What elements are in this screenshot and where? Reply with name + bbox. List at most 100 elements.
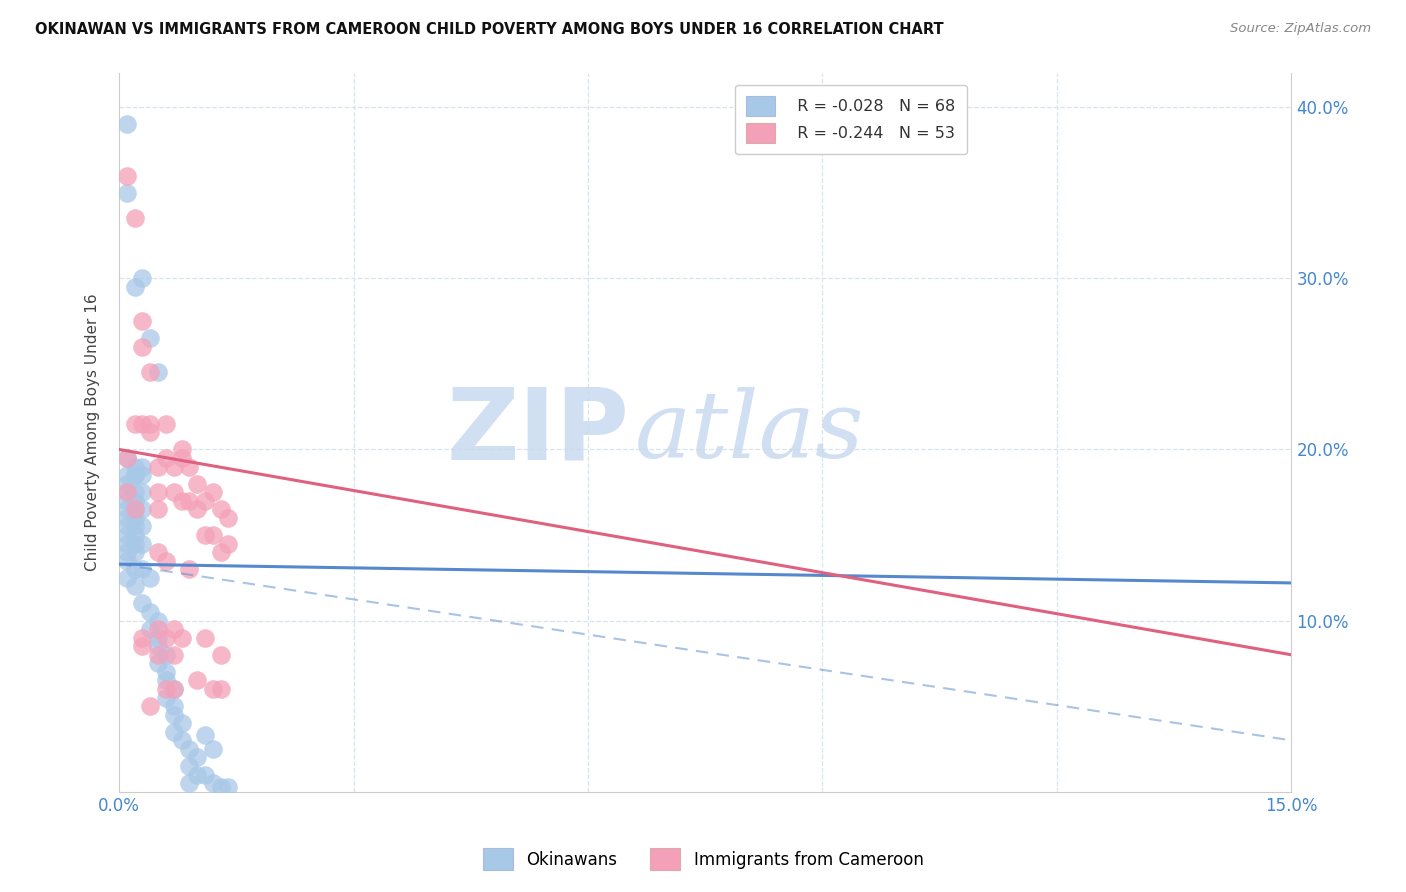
Point — [115, 519, 138, 533]
Point — [131, 519, 153, 533]
Point — [163, 699, 186, 714]
Point — [209, 502, 232, 516]
Point — [124, 562, 146, 576]
Point — [155, 690, 177, 705]
Point — [209, 681, 232, 696]
Point — [209, 545, 232, 559]
Point — [131, 562, 153, 576]
Point — [186, 673, 208, 688]
Point — [115, 493, 138, 508]
Point — [115, 450, 138, 465]
Point — [124, 502, 146, 516]
Point — [163, 681, 186, 696]
Point — [170, 716, 193, 731]
Point — [201, 681, 224, 696]
Point — [155, 417, 177, 431]
Point — [170, 493, 193, 508]
Point — [155, 631, 177, 645]
Point — [194, 767, 217, 781]
Point — [146, 657, 169, 671]
Point — [139, 417, 162, 431]
Point — [124, 519, 146, 533]
Point — [186, 502, 208, 516]
Point — [124, 502, 146, 516]
Point — [115, 485, 138, 500]
Point — [186, 767, 208, 781]
Point — [179, 562, 201, 576]
Point — [201, 776, 224, 790]
Point — [131, 485, 153, 500]
Point — [179, 776, 201, 790]
Point — [155, 450, 177, 465]
Point — [155, 648, 177, 662]
Legend:   R = -0.028   N = 68,   R = -0.244   N = 53: R = -0.028 N = 68, R = -0.244 N = 53 — [735, 85, 967, 154]
Point — [139, 699, 162, 714]
Point — [163, 459, 186, 474]
Point — [186, 476, 208, 491]
Point — [201, 742, 224, 756]
Point — [124, 511, 146, 525]
Point — [124, 211, 146, 226]
Point — [155, 554, 177, 568]
Point — [170, 631, 193, 645]
Point — [124, 528, 146, 542]
Point — [131, 468, 153, 483]
Point — [163, 681, 186, 696]
Y-axis label: Child Poverty Among Boys Under 16: Child Poverty Among Boys Under 16 — [86, 293, 100, 571]
Point — [146, 639, 169, 653]
Point — [155, 673, 177, 688]
Point — [115, 571, 138, 585]
Point — [146, 366, 169, 380]
Point — [115, 186, 138, 200]
Point — [163, 707, 186, 722]
Text: atlas: atlas — [636, 387, 865, 477]
Point — [131, 536, 153, 550]
Text: ZIP: ZIP — [446, 384, 628, 481]
Point — [201, 485, 224, 500]
Point — [194, 728, 217, 742]
Point — [217, 780, 239, 794]
Point — [139, 425, 162, 440]
Point — [170, 450, 193, 465]
Legend: Okinawans, Immigrants from Cameroon: Okinawans, Immigrants from Cameroon — [475, 842, 931, 877]
Point — [194, 493, 217, 508]
Point — [131, 314, 153, 328]
Point — [115, 536, 138, 550]
Point — [115, 450, 138, 465]
Point — [146, 545, 169, 559]
Point — [209, 648, 232, 662]
Point — [179, 459, 201, 474]
Point — [124, 536, 146, 550]
Point — [124, 417, 146, 431]
Point — [146, 622, 169, 636]
Point — [124, 468, 146, 483]
Point — [124, 468, 146, 483]
Point — [115, 545, 138, 559]
Point — [186, 750, 208, 764]
Point — [146, 631, 169, 645]
Point — [131, 340, 153, 354]
Point — [115, 169, 138, 183]
Point — [131, 502, 153, 516]
Point — [124, 493, 146, 508]
Point — [163, 485, 186, 500]
Point — [115, 511, 138, 525]
Text: OKINAWAN VS IMMIGRANTS FROM CAMEROON CHILD POVERTY AMONG BOYS UNDER 16 CORRELATI: OKINAWAN VS IMMIGRANTS FROM CAMEROON CHI… — [35, 22, 943, 37]
Point — [209, 780, 232, 794]
Point — [139, 331, 162, 345]
Point — [179, 759, 201, 773]
Point — [124, 579, 146, 593]
Point — [170, 733, 193, 747]
Point — [131, 417, 153, 431]
Point — [139, 622, 162, 636]
Point — [124, 280, 146, 294]
Point — [217, 536, 239, 550]
Point — [131, 639, 153, 653]
Point — [170, 442, 193, 457]
Point — [146, 485, 169, 500]
Point — [131, 597, 153, 611]
Point — [194, 528, 217, 542]
Point — [115, 528, 138, 542]
Point — [201, 528, 224, 542]
Point — [115, 476, 138, 491]
